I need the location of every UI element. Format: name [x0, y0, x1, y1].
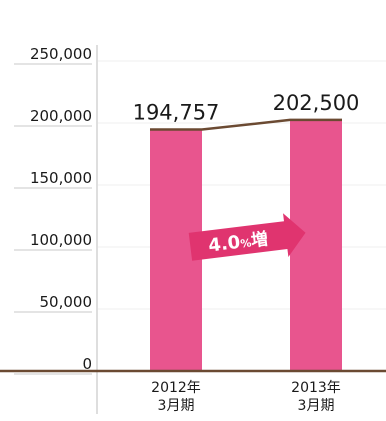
growth-arrow-badge: 4.0%増 — [188, 213, 306, 261]
growth-annotation-label: 4.0%増 — [207, 228, 269, 256]
growth-connector-line — [150, 118, 342, 131]
y-tick-label: 100,000 — [30, 231, 92, 249]
y-tick-label: 150,000 — [30, 169, 92, 187]
x-category-label: 3月期 — [158, 398, 195, 414]
x-category-label: 2013年 — [291, 380, 341, 396]
arrow-shape-icon — [188, 213, 306, 261]
data-label: 202,500 — [273, 91, 360, 115]
y-tick-label: 50,000 — [40, 293, 93, 311]
y-tick-label: 250,000 — [30, 45, 92, 63]
annotation-part: % — [240, 236, 253, 250]
bar — [290, 119, 342, 372]
y-tick-label: 0 — [82, 355, 92, 373]
annotation-part: 4.0 — [207, 232, 241, 257]
x-category-label: 2012年 — [151, 380, 201, 396]
data-label: 194,757 — [133, 101, 220, 125]
y-tick-label: 200,000 — [30, 107, 92, 125]
annotation-part: 増 — [250, 228, 269, 251]
x-category-label: 3月期 — [298, 398, 335, 414]
